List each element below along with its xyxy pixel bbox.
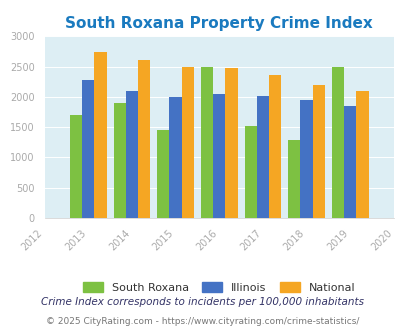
Bar	[331, 67, 343, 218]
Bar	[82, 80, 94, 218]
Bar	[138, 60, 150, 218]
Title: South Roxana Property Crime Index: South Roxana Property Crime Index	[65, 16, 372, 31]
Bar	[70, 115, 82, 218]
Text: © 2025 CityRating.com - https://www.cityrating.com/crime-statistics/: © 2025 CityRating.com - https://www.city…	[46, 317, 359, 326]
Bar	[300, 100, 312, 218]
Bar	[244, 126, 256, 218]
Bar	[94, 52, 107, 218]
Bar	[200, 67, 213, 218]
Bar	[157, 130, 169, 218]
Bar	[356, 91, 368, 218]
Bar	[343, 106, 356, 218]
Bar	[169, 97, 181, 218]
Bar	[312, 85, 324, 218]
Bar	[225, 68, 237, 218]
Bar	[256, 96, 269, 218]
Bar	[288, 140, 300, 218]
Bar	[113, 103, 126, 218]
Text: Crime Index corresponds to incidents per 100,000 inhabitants: Crime Index corresponds to incidents per…	[41, 297, 364, 307]
Bar	[126, 91, 138, 218]
Bar	[213, 94, 225, 218]
Bar	[269, 75, 281, 218]
Bar	[181, 67, 194, 218]
Legend: South Roxana, Illinois, National: South Roxana, Illinois, National	[79, 278, 359, 297]
